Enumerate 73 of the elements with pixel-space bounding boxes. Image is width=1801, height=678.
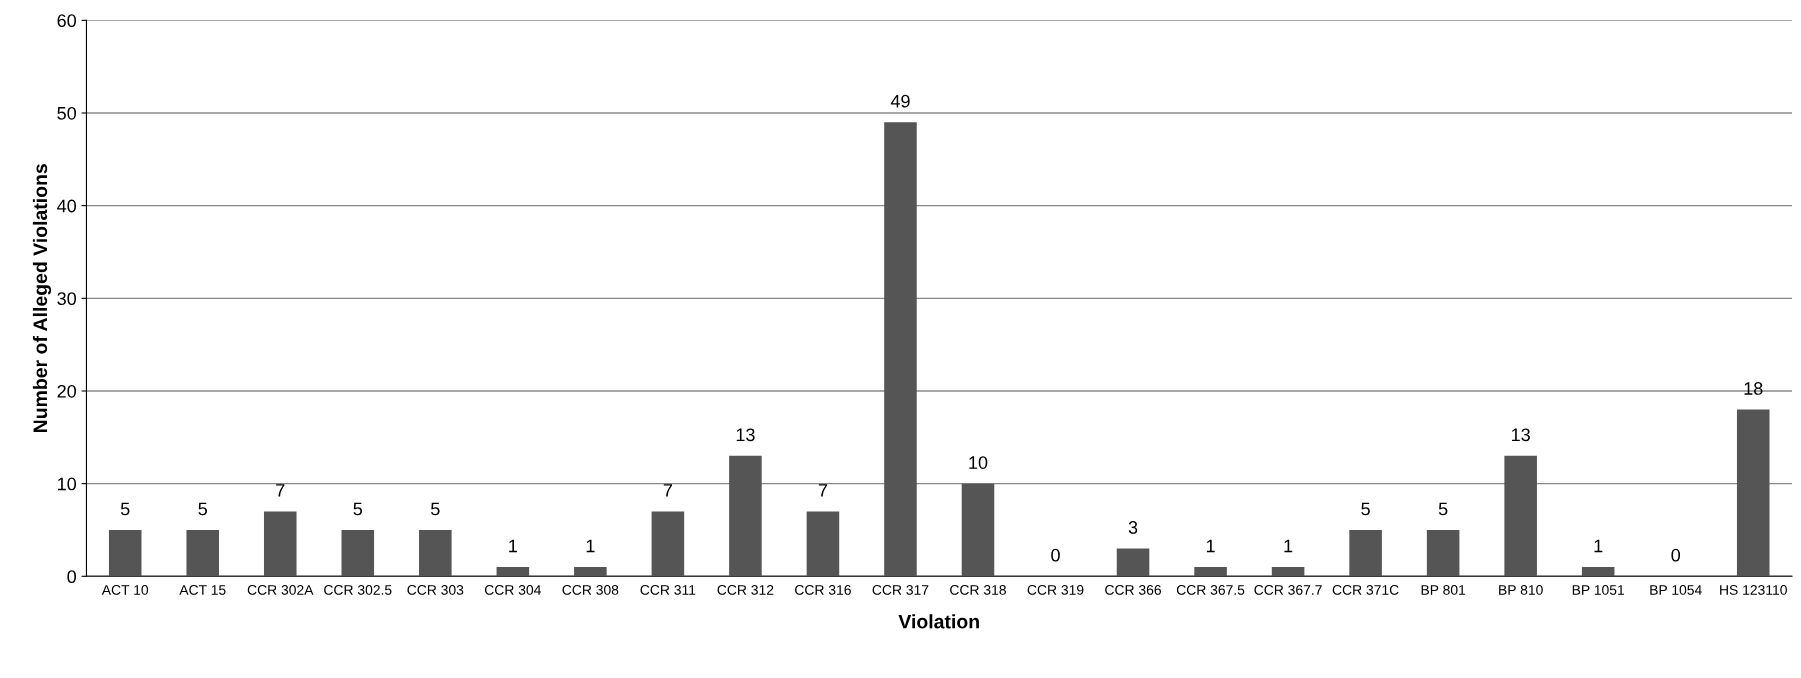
- x-tick-label: CCR 319: [1027, 585, 1084, 595]
- bar: [651, 511, 685, 577]
- x-tick-label: CCR 367.7: [1254, 585, 1322, 595]
- bar: [729, 455, 762, 577]
- x-tick-label: CCR 311: [640, 585, 696, 595]
- bar: [1194, 567, 1227, 577]
- data-label: 10: [969, 456, 988, 469]
- x-tick-label: BP 801: [1421, 585, 1466, 595]
- data-label: 7: [276, 484, 285, 497]
- data-label: 7: [663, 484, 672, 497]
- x-tick-label: CCR 318: [950, 585, 1006, 595]
- bar: [186, 529, 220, 577]
- data-label: 5: [120, 502, 130, 516]
- x-tick-label: CCR 312: [717, 585, 774, 595]
- data-label: 5: [1361, 502, 1370, 516]
- data-label: 3: [1128, 521, 1138, 534]
- y-axis-title: Number of Alleged Violations: [32, 164, 52, 433]
- bar: [419, 529, 452, 577]
- y-tick-label: 10: [58, 477, 77, 491]
- bar: [1116, 548, 1150, 577]
- x-tick-label: CCR 308: [562, 585, 619, 595]
- x-tick-label: CCR 371C: [1332, 585, 1399, 595]
- data-label: 18: [1744, 382, 1763, 395]
- data-label: 1: [1206, 539, 1215, 553]
- y-tick-label: 0: [67, 570, 77, 584]
- bar: [961, 483, 995, 577]
- bar: [1426, 529, 1460, 577]
- bar: [263, 511, 297, 577]
- x-tick-label: CCR 316: [795, 585, 851, 595]
- x-tick-label: BP 810: [1499, 585, 1543, 595]
- bar: [1271, 567, 1305, 577]
- data-label: 1: [1594, 539, 1603, 553]
- x-tick-label: HS 123110: [1720, 585, 1787, 595]
- bar: [1736, 409, 1770, 577]
- data-label: 13: [736, 428, 755, 442]
- x-tick-label: BP 1054: [1650, 585, 1702, 595]
- y-tick-label: 50: [57, 106, 77, 120]
- bar: [1504, 455, 1537, 577]
- data-label: 5: [353, 502, 363, 516]
- x-tick-label: CCR 303: [407, 585, 464, 595]
- x-tick-label: CCR 366: [1105, 585, 1161, 595]
- data-label: 1: [1284, 539, 1293, 553]
- y-tick-label: 40: [57, 199, 77, 213]
- data-label: 0: [1671, 548, 1681, 562]
- bar: [574, 567, 607, 577]
- x-tick-label: CCR 317: [872, 585, 929, 595]
- y-tick-label: 60: [57, 14, 77, 28]
- x-tick-label: BP 1051: [1572, 585, 1625, 595]
- x-tick-label: CCR 304: [484, 585, 541, 595]
- bar: [341, 529, 375, 577]
- data-label: 13: [1511, 428, 1530, 442]
- x-tick-label: CCR 302.5: [324, 585, 392, 595]
- data-label: 1: [586, 539, 595, 553]
- bar: [496, 567, 530, 577]
- x-tick-label: CCR 302A: [247, 585, 314, 595]
- x-axis-title: Violation: [898, 614, 979, 629]
- y-tick-label: 30: [57, 292, 77, 306]
- data-label: 1: [509, 539, 517, 553]
- bar: [1581, 567, 1615, 577]
- data-label: 5: [431, 502, 440, 516]
- data-label: 0: [1051, 548, 1060, 562]
- x-tick-label: ACT 10: [101, 585, 149, 595]
- bar: [806, 511, 840, 577]
- data-label: 49: [890, 94, 910, 108]
- x-tick-label: CCR 367.5: [1176, 585, 1245, 595]
- y-tick-label: 20: [57, 384, 77, 398]
- data-label: 5: [1438, 502, 1448, 516]
- bar: [884, 122, 917, 577]
- data-label: 7: [818, 484, 828, 497]
- x-tick-label: ACT 15: [179, 585, 226, 595]
- bar: [1349, 529, 1382, 577]
- data-label: 5: [198, 502, 207, 516]
- bar: [108, 529, 142, 577]
